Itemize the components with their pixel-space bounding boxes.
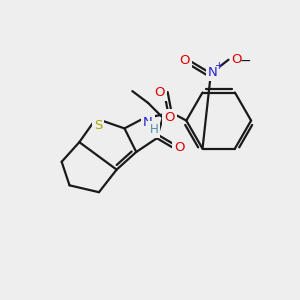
Text: O: O: [174, 141, 185, 154]
Text: +: +: [215, 61, 224, 70]
Text: O: O: [164, 111, 175, 124]
Text: O: O: [179, 54, 190, 67]
Text: O: O: [154, 85, 165, 99]
Text: H: H: [150, 123, 158, 136]
Text: N: N: [208, 66, 218, 79]
Text: N: N: [143, 116, 153, 129]
Text: −: −: [239, 54, 251, 68]
Text: S: S: [94, 119, 102, 132]
Text: O: O: [231, 53, 242, 66]
